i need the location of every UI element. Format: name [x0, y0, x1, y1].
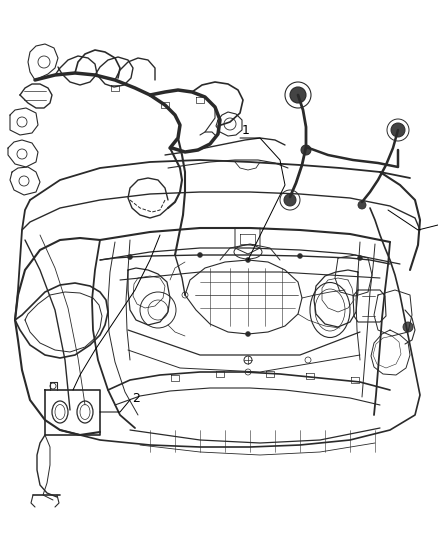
- Text: 2: 2: [132, 392, 140, 405]
- Circle shape: [301, 145, 311, 155]
- Circle shape: [246, 332, 251, 336]
- Circle shape: [297, 254, 303, 259]
- Circle shape: [284, 194, 296, 206]
- Circle shape: [403, 322, 413, 332]
- Circle shape: [127, 254, 133, 260]
- Circle shape: [357, 255, 363, 261]
- Circle shape: [290, 87, 306, 103]
- Circle shape: [358, 201, 366, 209]
- Circle shape: [391, 123, 405, 137]
- Circle shape: [198, 253, 202, 257]
- Text: 1: 1: [242, 124, 250, 136]
- Circle shape: [246, 257, 251, 262]
